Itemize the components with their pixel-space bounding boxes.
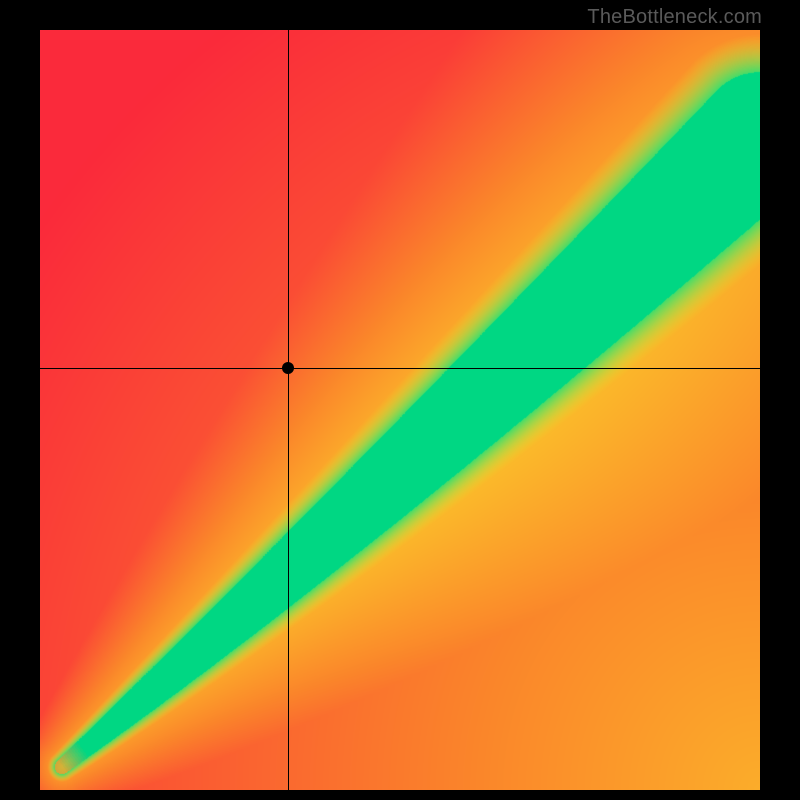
data-point-marker xyxy=(282,362,294,374)
plot-area xyxy=(40,30,760,790)
watermark-text: TheBottleneck.com xyxy=(587,6,762,29)
heatmap-canvas xyxy=(40,30,760,790)
chart-container: TheBottleneck.com xyxy=(0,0,800,800)
crosshair-vertical xyxy=(288,30,289,790)
crosshair-horizontal xyxy=(40,368,760,369)
